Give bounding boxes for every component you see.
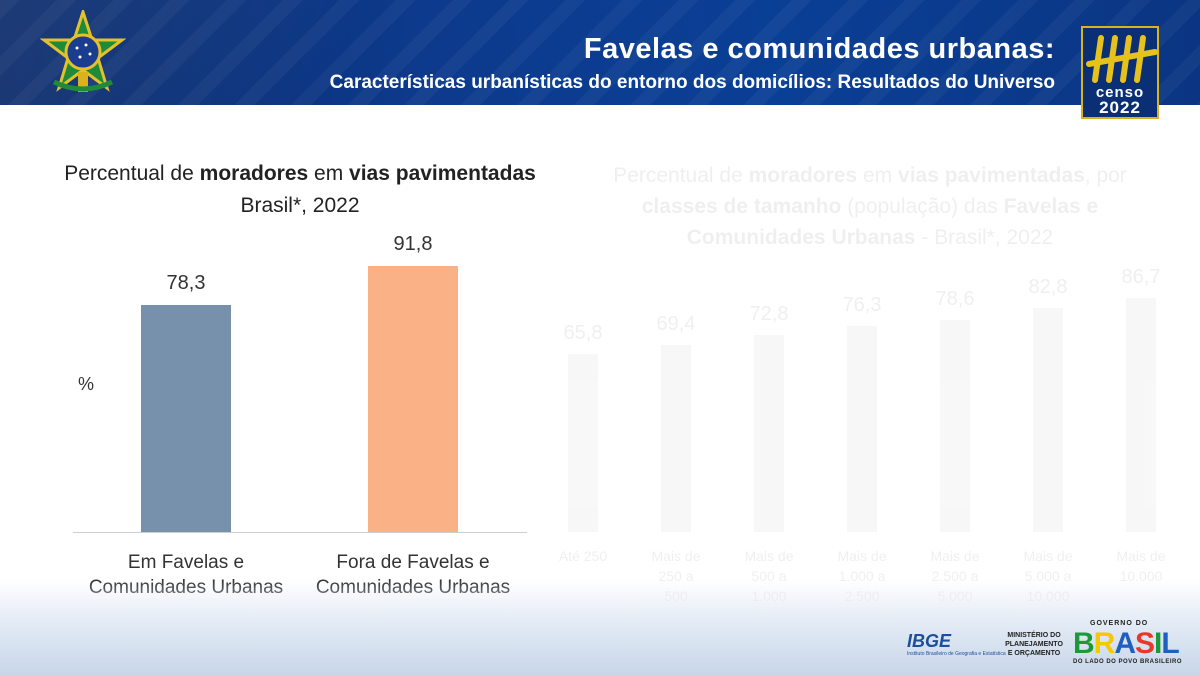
censo-year: 2022 <box>1099 98 1141 117</box>
data-label: 91,8 <box>393 232 433 255</box>
footer-background <box>0 580 1200 675</box>
data-label: 69,4 <box>656 312 696 335</box>
ibge-logo-subtitle: Instituto Brasileiro de Geografia e Esta… <box>907 651 1006 657</box>
secondary-title-part: vias pavimentadas <box>898 164 1085 187</box>
bar <box>940 319 970 532</box>
secondary-title-part: classes de tamanho <box>641 195 842 218</box>
category-label-line: Até 250 <box>558 548 608 564</box>
secondary-title-part: Favelas e Comunidades Urbanas <box>686 195 1099 249</box>
category-label-line: Mais de <box>1116 548 1166 564</box>
data-label: 86,7 <box>1121 265 1161 288</box>
ministry-logo: MINISTÉRIO DO PLANEJAMENTO E ORÇAMENTO <box>1000 631 1068 658</box>
category-label-line: Em Favelas e <box>127 552 245 573</box>
data-label: 72,8 <box>749 303 789 326</box>
bar <box>1126 297 1156 532</box>
category-label-line: Mais de <box>651 548 701 564</box>
chart-subtitle: Brasil*, 2022 <box>240 194 360 217</box>
bar <box>847 325 877 532</box>
secondary-title-part: moradores <box>748 164 858 187</box>
gov-logo-letter: I <box>1154 627 1162 660</box>
x-axis-line <box>73 532 527 533</box>
gov-logo-letter: A <box>1114 627 1136 660</box>
data-label: 78,6 <box>935 287 975 310</box>
bar <box>568 354 598 532</box>
secondary-title-part: em <box>857 164 899 187</box>
bar <box>661 344 691 532</box>
gov-logo-letter: L <box>1161 627 1179 660</box>
gov-logo-tagline: DO LADO DO POVO BRASILEIRO <box>1073 659 1183 665</box>
data-label: 82,8 <box>1028 276 1068 299</box>
bar <box>754 335 784 532</box>
gov-brasil-logo: BRASIL <box>1073 627 1180 661</box>
header-background-pattern <box>0 0 1200 105</box>
ibge-logo: IBGE <box>907 631 952 651</box>
secondary-title-part: (população) das <box>841 195 1004 218</box>
ministry-line: PLANEJAMENTO <box>1005 641 1063 648</box>
gov-logo-letter: B <box>1073 627 1095 660</box>
secondary-title-part: - Brasil*, 2022 <box>915 226 1054 249</box>
category-label-line: Mais de <box>837 548 887 564</box>
category-label-line: Mais de <box>930 548 980 564</box>
category-label: Até 250 <box>543 546 623 566</box>
gov-logo-letter: S <box>1135 627 1155 660</box>
page-subtitle: Características urbanísticas do entorno … <box>329 72 1055 93</box>
data-label: 78,3 <box>166 271 206 294</box>
chart-title-part: Percentual de <box>64 162 200 185</box>
gov-logo-letter: R <box>1093 627 1116 660</box>
bar <box>1033 308 1063 532</box>
secondary-title-part: Percentual de <box>613 164 749 187</box>
category-label-line: Mais de <box>1023 548 1073 564</box>
ministry-line: E ORÇAMENTO <box>1007 650 1061 657</box>
chart-title-part: moradores <box>199 162 309 185</box>
gov-logo-top: GOVERNO DO <box>1090 620 1149 627</box>
data-label: 65,8 <box>563 322 603 345</box>
secondary-title-part: , por <box>1084 164 1127 187</box>
faded-secondary-chart: Percentual de moradores em vias paviment… <box>530 150 1200 620</box>
bar <box>368 265 458 532</box>
tally-marks-icon <box>1086 35 1158 83</box>
chart-title-part: em <box>308 162 350 185</box>
y-axis-label: % <box>78 374 95 394</box>
censo-2022-logo: censo 2022 <box>1081 26 1159 119</box>
chart-title-part: vias pavimentadas <box>349 162 536 185</box>
secondary-chart-title: Percentual de moradores em vias paviment… <box>590 160 1150 253</box>
category-label-line: Mais de <box>744 548 794 564</box>
brazil-coat-of-arms-icon <box>40 10 126 92</box>
page-title: Favelas e comunidades urbanas: <box>583 33 1055 65</box>
data-label: 76,3 <box>842 293 882 316</box>
censo-word: censo <box>1095 84 1145 101</box>
header-banner: Favelas e comunidades urbanas: Caracterí… <box>0 0 1200 105</box>
category-label-line: Fora de Favelas e <box>336 552 490 573</box>
bar <box>141 304 231 532</box>
ministry-line: MINISTÉRIO DO <box>1007 632 1061 639</box>
chart-title: Percentual de moradores em vias paviment… <box>40 158 560 189</box>
